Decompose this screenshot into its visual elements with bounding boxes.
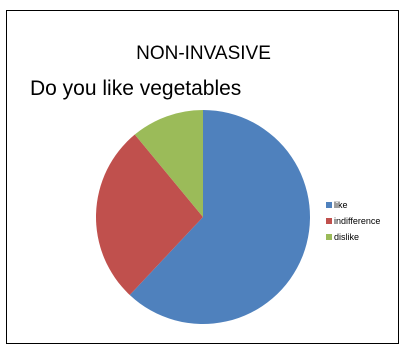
legend-label-dislike: dislike — [334, 232, 359, 242]
chart-subtitle: Do you like vegetables — [30, 77, 242, 100]
legend-swatch-like — [326, 202, 332, 208]
pie-slice-dislike — [134, 110, 203, 217]
legend-swatch-indifference — [326, 218, 332, 224]
legend-label-indifference: indifference — [334, 216, 380, 226]
chart-frame: NON-INVASIVE Do you like vegetables like… — [6, 10, 399, 344]
pie-slice-indifference — [96, 134, 203, 295]
pie-chart: like indifference dislike — [96, 110, 380, 325]
legend-swatch-dislike — [326, 234, 332, 240]
legend-label-like: like — [334, 200, 348, 210]
pie-slice-like — [129, 110, 310, 325]
chart-title: NON-INVASIVE — [136, 43, 271, 64]
